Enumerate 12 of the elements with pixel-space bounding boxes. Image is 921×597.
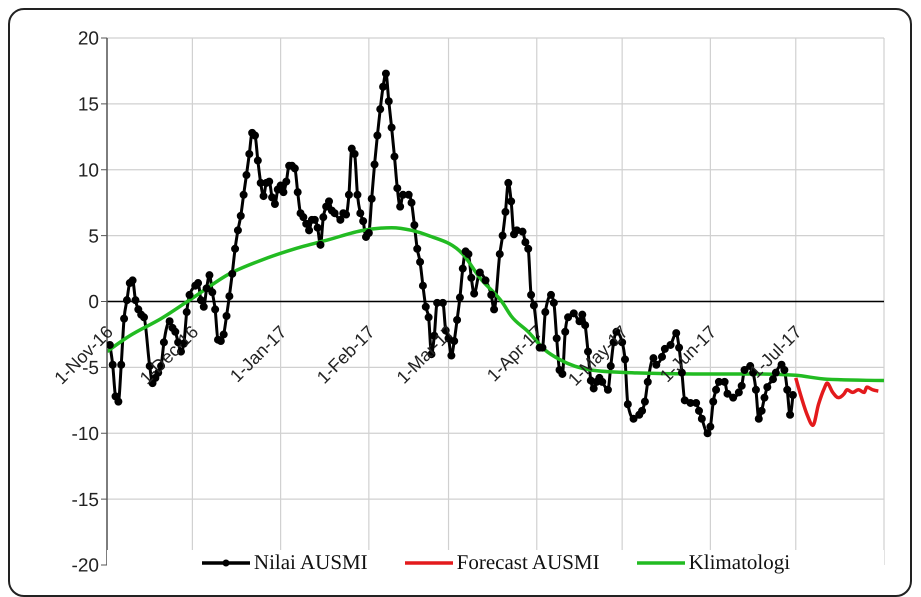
y-tick-label: 0: [88, 292, 99, 314]
y-tick-label: 15: [78, 94, 99, 116]
y-tick-label: -10: [72, 424, 99, 445]
line-series: [794, 376, 880, 428]
y-tick-label: 5: [88, 226, 99, 248]
y-tick-label: 10: [78, 160, 99, 182]
legend-label: Klimatologi: [688, 550, 790, 575]
y-tick-label: -15: [72, 490, 99, 511]
y-tick-label: 20: [78, 28, 99, 50]
y-tick-label: -20: [72, 556, 99, 577]
legend-label: Nilai AUSMI: [252, 550, 368, 575]
legend-label: Forecast AUSMI: [456, 550, 600, 575]
